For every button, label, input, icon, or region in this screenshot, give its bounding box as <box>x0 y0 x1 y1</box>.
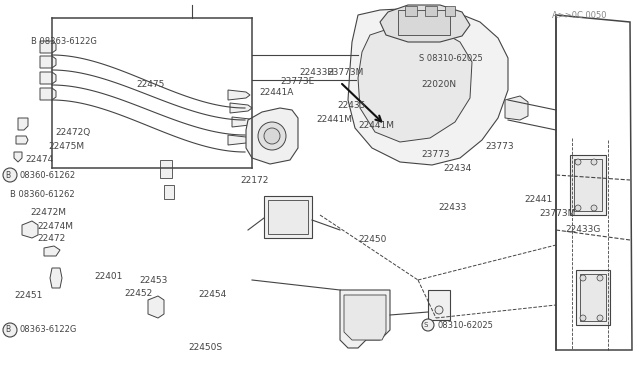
Text: 22453: 22453 <box>140 276 168 285</box>
Polygon shape <box>344 295 386 340</box>
Text: 22474: 22474 <box>26 155 54 164</box>
Text: 23773: 23773 <box>485 142 514 151</box>
Text: 23773: 23773 <box>421 150 450 159</box>
Text: 22433: 22433 <box>438 203 467 212</box>
Text: 23773M: 23773M <box>328 68 364 77</box>
Polygon shape <box>16 136 28 144</box>
Text: 22474M: 22474M <box>37 222 73 231</box>
Text: S: S <box>424 322 428 328</box>
Circle shape <box>422 319 434 331</box>
Circle shape <box>591 159 597 165</box>
Bar <box>264 196 312 238</box>
Bar <box>576 270 610 325</box>
Polygon shape <box>505 96 528 120</box>
Polygon shape <box>228 135 250 145</box>
Text: 22435: 22435 <box>337 101 365 110</box>
Bar <box>160 160 172 178</box>
Text: 22441M: 22441M <box>317 115 353 124</box>
Text: 22441: 22441 <box>525 195 553 204</box>
Text: B: B <box>5 326 11 334</box>
Text: 22472Q: 22472Q <box>56 128 91 137</box>
Text: A>>0C 0050: A>>0C 0050 <box>552 11 606 20</box>
Polygon shape <box>246 108 298 164</box>
Text: 22172: 22172 <box>240 176 268 185</box>
Text: 22441M: 22441M <box>358 121 394 130</box>
Circle shape <box>580 275 586 281</box>
Text: 22475M: 22475M <box>48 142 84 151</box>
Circle shape <box>435 306 443 314</box>
Text: 22434: 22434 <box>444 164 472 173</box>
Text: 22454: 22454 <box>198 291 227 299</box>
Text: 22472M: 22472M <box>31 208 67 217</box>
Bar <box>570 155 606 215</box>
Bar <box>405 6 417 16</box>
Polygon shape <box>230 103 252 113</box>
Circle shape <box>575 159 581 165</box>
Circle shape <box>3 168 17 182</box>
Polygon shape <box>40 72 56 84</box>
Text: 22475: 22475 <box>136 80 164 89</box>
Polygon shape <box>148 296 164 318</box>
Text: 22450S: 22450S <box>189 343 223 352</box>
Text: 08363-6122G: 08363-6122G <box>20 326 77 334</box>
Circle shape <box>597 275 603 281</box>
Polygon shape <box>358 25 472 142</box>
Polygon shape <box>380 5 470 42</box>
Circle shape <box>3 323 17 337</box>
Polygon shape <box>232 117 254 127</box>
Polygon shape <box>50 268 62 288</box>
Bar <box>428 290 450 320</box>
Bar <box>445 6 455 16</box>
Text: S 08310-62025: S 08310-62025 <box>419 54 483 63</box>
Polygon shape <box>18 118 28 130</box>
Text: 22452: 22452 <box>125 289 153 298</box>
Circle shape <box>597 315 603 321</box>
Polygon shape <box>340 290 390 348</box>
Text: B 08363-6122G: B 08363-6122G <box>31 37 97 46</box>
Circle shape <box>591 205 597 211</box>
Text: 23773M: 23773M <box>540 209 576 218</box>
Polygon shape <box>40 56 56 68</box>
Bar <box>425 6 437 16</box>
Bar <box>574 159 602 211</box>
Circle shape <box>580 315 586 321</box>
Bar <box>268 200 308 234</box>
Text: 22441A: 22441A <box>259 88 294 97</box>
Circle shape <box>575 205 581 211</box>
Text: 22401: 22401 <box>95 272 123 280</box>
Text: 22433G: 22433G <box>565 225 600 234</box>
Text: B: B <box>5 170 11 180</box>
Polygon shape <box>22 221 38 238</box>
Polygon shape <box>40 88 56 100</box>
Circle shape <box>258 122 286 150</box>
Text: 22020N: 22020N <box>421 80 456 89</box>
Text: 23773E: 23773E <box>280 77 315 86</box>
Bar <box>164 185 174 199</box>
Text: 22433H: 22433H <box>300 68 335 77</box>
Text: 08310-62025: 08310-62025 <box>437 321 493 330</box>
Text: 22451: 22451 <box>14 291 42 300</box>
Text: 22472: 22472 <box>37 234 65 243</box>
Text: B 08360-61262: B 08360-61262 <box>10 190 74 199</box>
Bar <box>398 10 450 35</box>
Polygon shape <box>40 41 56 53</box>
Text: 22450: 22450 <box>358 235 387 244</box>
Circle shape <box>264 128 280 144</box>
Polygon shape <box>14 152 22 162</box>
Polygon shape <box>228 90 250 100</box>
Polygon shape <box>348 8 508 165</box>
Bar <box>580 274 606 321</box>
Text: 08360-61262: 08360-61262 <box>20 170 76 180</box>
Polygon shape <box>44 246 60 256</box>
